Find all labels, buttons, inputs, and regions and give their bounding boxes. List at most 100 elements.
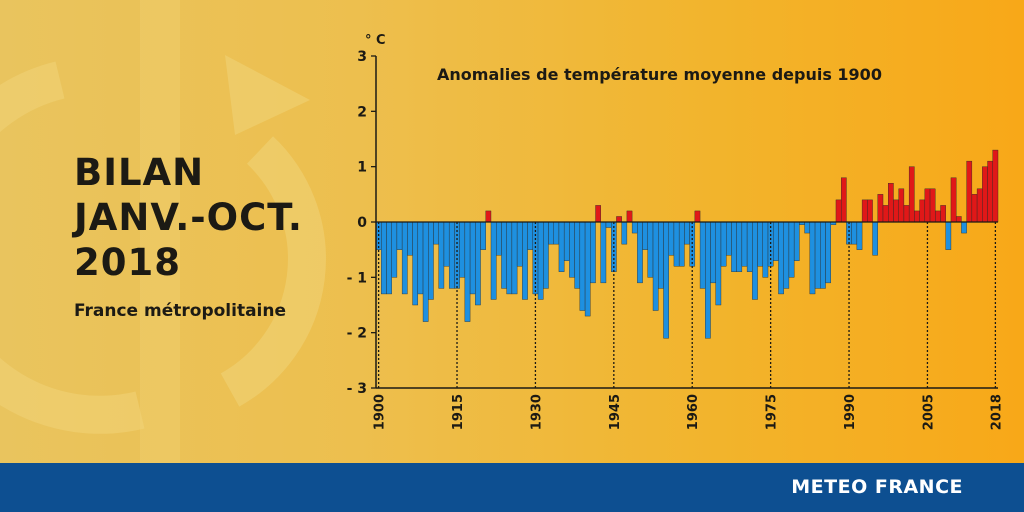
bar-2007 [935,210,941,223]
temperature-anomaly-chart: - 3 - 2 - 1 0 1 2 3 1900 1915 1930 1945 1960 1975 199… [347,33,1005,430]
bar-2010 [950,177,957,223]
bar-1912 [438,221,445,289]
bar-2011 [955,216,962,223]
bar-1990 [846,221,852,245]
chart-title: Anomalies de température moyenne depuis … [437,65,882,84]
x-tick-label-1945: 1945 [608,394,623,430]
cycle-arrow-icon [0,0,326,463]
y-tick-label: - 3 [347,381,367,397]
bar-1938 [574,221,581,289]
bar-1931 [537,221,544,300]
bar-1961 [694,210,701,223]
bar-1964 [710,221,716,284]
bar-1940 [584,221,591,317]
bar-2017 [987,160,993,223]
bar-1995 [872,221,878,256]
bar-1986 [825,221,831,284]
bar-1953 [652,221,659,311]
bar-1978 [783,221,790,289]
bar-1919 [475,221,481,306]
bar-1904 [396,221,403,250]
bar-1918 [469,221,476,295]
region-label: France métropolitaine [74,301,287,321]
bar-1984 [814,221,821,289]
bar-1935 [558,221,565,272]
bar-1905 [401,221,408,295]
bar-1956 [668,221,675,256]
y-tick-label: 3 [357,49,367,65]
bar-1952 [647,221,654,278]
bar-1979 [788,221,795,278]
bar-1950 [637,221,643,284]
bar-1913 [443,221,450,267]
bar-1972 [752,221,758,300]
bar-1916 [459,221,466,278]
bar-1921 [485,210,492,223]
headline: BILAN JANV.-OCT. 2018 France métropolita… [74,150,303,321]
bar-2005 [924,188,931,223]
bar-1999 [893,199,899,223]
footer-bar: METEO FRANCE [0,463,1024,512]
y-tick-label: 2 [357,104,367,120]
x-tick-label-1930: 1930 [529,394,544,430]
y-tick-label: - 2 [347,326,367,342]
bar-2000 [898,188,905,223]
y-tick-label: 0 [357,215,367,231]
bar-1948 [626,210,633,223]
y-tick-label: 1 [357,160,367,176]
bar-1943 [600,221,607,284]
bar-1923 [496,221,502,256]
bars-layer [375,149,999,339]
bar-1914 [448,221,455,289]
bar-1936 [563,221,570,261]
y-axis-unit: ° C [365,33,386,48]
bar-1966 [720,221,727,267]
bar-1991 [851,221,858,245]
bar-1908 [417,221,424,295]
bar-1928 [522,221,528,300]
bar-1989 [840,177,847,223]
bar-1927 [516,221,523,267]
bar-1968 [731,221,737,272]
bar-1996 [877,194,884,223]
x-tick-label-1915: 1915 [451,394,466,430]
bar-1901 [381,221,387,295]
bar-2014 [971,194,978,223]
bar-2009 [945,221,952,250]
bar-1973 [757,221,763,267]
bar-1925 [506,221,513,295]
bar-1910 [428,221,434,300]
headline-line-1: BILAN [74,151,205,194]
bar-2004 [919,199,926,223]
bar-1955 [663,221,669,339]
brand-logo: METEO FRANCE [791,476,963,498]
bar-1963 [705,221,711,339]
bar-2018 [992,149,999,223]
bar-1942 [595,205,601,223]
bar-1994 [867,199,873,223]
bar-1958 [678,221,685,267]
bar-1922 [490,221,497,300]
bar-2001 [903,205,910,223]
bar-1977 [778,221,784,295]
x-tick-label-1960: 1960 [686,394,701,430]
bar-1992 [856,221,863,250]
bar-1933 [548,221,554,245]
bar-1929 [527,221,534,250]
x-tick-label-1990: 1990 [843,394,858,430]
bar-1926 [511,221,518,295]
bar-1932 [543,221,549,289]
bar-1965 [715,221,722,306]
bar-2013 [966,160,973,223]
bar-2016 [982,166,988,223]
bar-1967 [726,221,732,256]
bar-2002 [908,166,915,223]
bar-1976 [773,221,779,261]
bar-1993 [861,199,868,223]
bar-1974 [762,221,769,278]
bar-1906 [407,221,413,256]
bar-1959 [684,221,690,245]
bar-2012 [961,221,967,234]
bar-1988 [835,199,842,223]
bar-2015 [976,188,983,223]
